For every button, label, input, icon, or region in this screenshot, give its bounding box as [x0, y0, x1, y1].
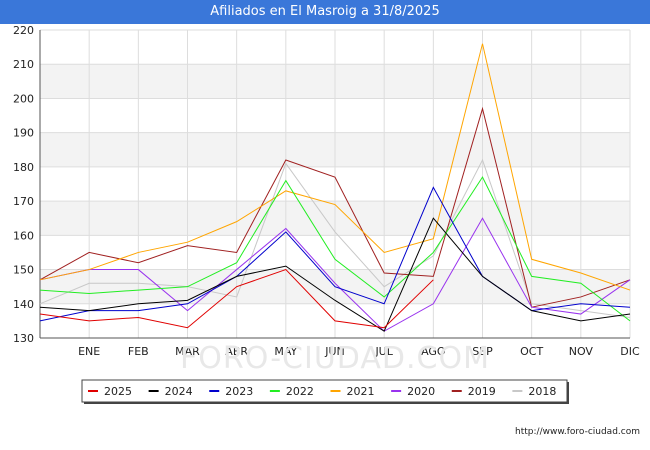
y-tick-label: 150	[13, 264, 34, 277]
legend-label-2019: 2019	[468, 385, 496, 398]
watermark-text: FORO-CIUDAD.COM	[180, 341, 490, 376]
x-tick-label: SEP	[472, 345, 493, 358]
series-line-2022	[39, 176, 631, 322]
legend-label-2018: 2018	[528, 385, 556, 398]
legend-label-2024: 2024	[165, 385, 193, 398]
x-tick-label: DIC	[620, 345, 640, 358]
legend-label-2021: 2021	[347, 385, 375, 398]
x-tick-label: NOV	[569, 345, 594, 358]
y-tick-label: 130	[13, 332, 34, 345]
x-tick-label: FEB	[128, 345, 149, 358]
x-tick-label: JUN	[324, 345, 345, 358]
source-url[interactable]: http://www.foro-ciudad.com	[515, 427, 640, 437]
legend-label-2025: 2025	[104, 385, 132, 398]
series-line-2024	[39, 217, 631, 332]
x-tick-label: AGO	[421, 345, 446, 358]
chart-title: Afiliados en El Masroig a 31/8/2025	[0, 0, 650, 24]
y-tick-label: 140	[13, 298, 34, 311]
y-tick-label: 210	[13, 58, 34, 71]
y-tick-label: 160	[13, 229, 34, 242]
y-tick-label: 200	[13, 92, 34, 105]
x-tick-label: JUL	[374, 345, 393, 358]
x-tick-label: MAR	[175, 345, 200, 358]
series-line-2018	[39, 158, 631, 318]
x-tick-label: MAY	[274, 345, 297, 358]
legend-label-2023: 2023	[225, 385, 253, 398]
series-line-2020	[39, 217, 631, 332]
y-tick-label: 170	[13, 195, 34, 208]
legend-label-2022: 2022	[286, 385, 314, 398]
x-tick-label: OCT	[520, 345, 543, 358]
y-tick-label: 190	[13, 127, 34, 140]
y-tick-label: 220	[13, 24, 34, 37]
series-line-2025	[39, 268, 434, 329]
legend: 2025 2024 2023 2022 2021 2020 2019 2018	[81, 379, 569, 404]
legend-label-2020: 2020	[407, 385, 435, 398]
x-tick-label: ABR	[225, 345, 248, 358]
x-tick-label: ENE	[78, 345, 100, 358]
y-tick-label: 180	[13, 161, 34, 174]
legend-box	[81, 379, 568, 403]
series-line-2021	[39, 43, 631, 291]
